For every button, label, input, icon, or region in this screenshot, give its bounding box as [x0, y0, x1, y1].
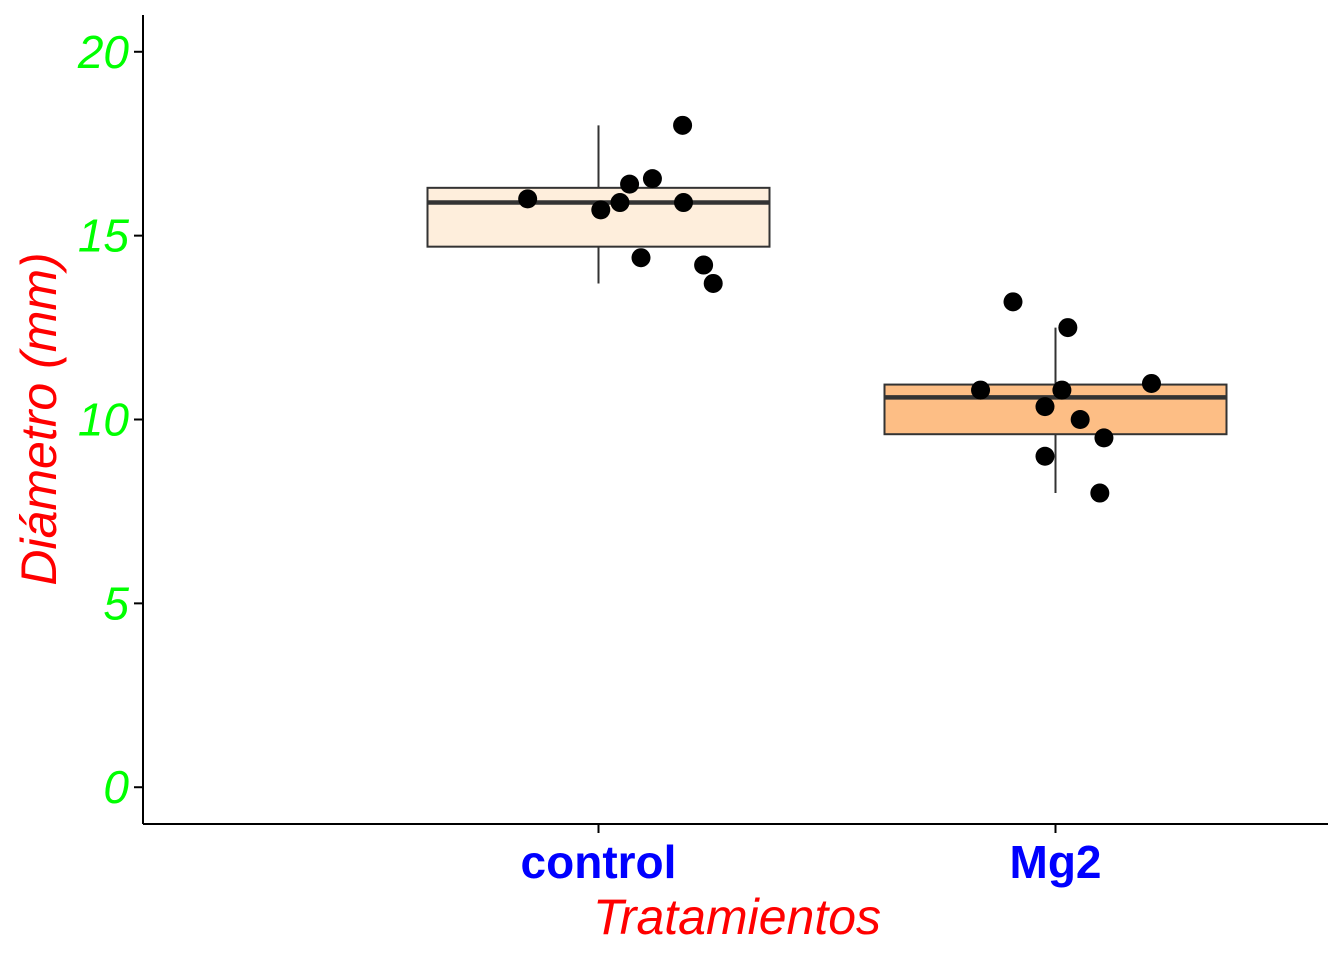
- data-point-control-10: [703, 273, 723, 293]
- box-Mg2: [883, 327, 1228, 494]
- y-tick-label-0: 0: [103, 761, 129, 813]
- y-tick-label-10: 10: [78, 394, 130, 446]
- data-point-control-9: [694, 255, 714, 275]
- data-point-control-7: [674, 193, 694, 213]
- data-point-control-4: [620, 174, 640, 194]
- data-point-Mg2-16: [1070, 410, 1090, 429]
- y-tick-label-20: 20: [77, 26, 130, 78]
- data-point-control-2: [591, 200, 611, 220]
- data-point-Mg2-12: [1058, 318, 1078, 338]
- data-point-Mg2-13: [971, 380, 991, 400]
- x-tick-label-control: control: [521, 836, 677, 888]
- data-point-Mg2-15: [1035, 397, 1055, 417]
- y-axis-title: Diámetro (mm): [11, 252, 67, 585]
- data-point-Mg2-17: [1141, 373, 1161, 393]
- data-point-Mg2-18: [1094, 428, 1114, 448]
- data-point-control-5: [642, 169, 662, 189]
- x-axis-title: Tratamientos: [593, 889, 881, 945]
- data-point-Mg2-19: [1035, 446, 1055, 466]
- data-point-control-6: [631, 248, 651, 268]
- data-point-Mg2-20: [1090, 483, 1110, 503]
- x-tick-label-Mg2: Mg2: [1010, 836, 1102, 888]
- x-ticks: control Mg2: [521, 824, 1102, 888]
- data-point-control-1: [518, 189, 538, 209]
- y-tick-label-5: 5: [103, 577, 129, 629]
- data-point-control-3: [610, 193, 630, 213]
- y-ticks: 0 5 10 15 20: [77, 26, 143, 813]
- data-point-Mg2-14: [1052, 380, 1072, 400]
- data-point-Mg2-11: [1003, 292, 1023, 312]
- data-point-control-8: [673, 115, 693, 135]
- points-layer: [518, 115, 1161, 503]
- y-tick-label-15: 15: [78, 210, 130, 262]
